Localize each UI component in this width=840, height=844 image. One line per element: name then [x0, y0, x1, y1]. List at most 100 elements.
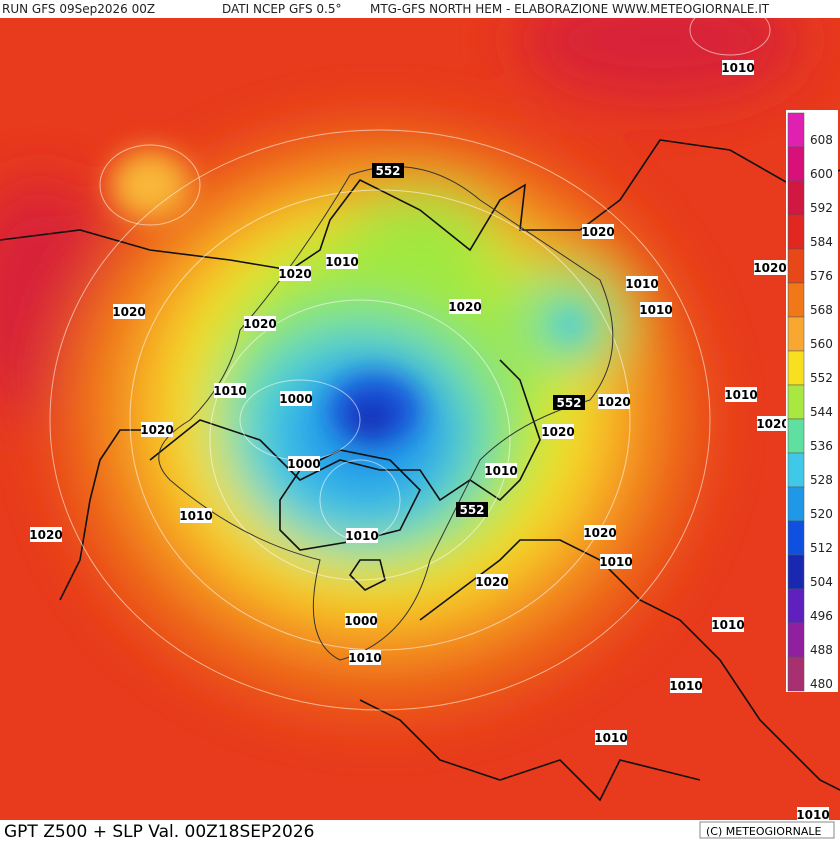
colorbar-swatch — [787, 588, 805, 624]
colorbar-label: 568 — [810, 303, 833, 317]
contour-label: 1010 — [594, 731, 627, 745]
colorbar-label: 560 — [810, 337, 833, 351]
contour-label-bg — [542, 424, 574, 439]
contour-label: 1020 — [581, 225, 614, 239]
contour-label-bg — [180, 508, 212, 523]
contour-label-bg — [449, 299, 481, 314]
contour-label: 1020 — [475, 575, 508, 589]
contour-552 — [158, 166, 614, 661]
contour-label: 1010 — [796, 808, 829, 822]
colorbar-swatch — [787, 418, 805, 454]
contour-label: 1020 — [756, 417, 789, 431]
contour-label: 1000 — [344, 614, 377, 628]
contour-label: 1020 — [597, 395, 630, 409]
contour-label-bg — [214, 383, 246, 398]
contour-label: 1010 — [213, 384, 246, 398]
colorbar-swatch — [787, 486, 805, 522]
colorbar-label: 496 — [810, 609, 833, 623]
contour-label-bg — [722, 60, 754, 75]
contour-label: 1020 — [448, 300, 481, 314]
colorbar-label: 552 — [810, 371, 833, 385]
colorbar-swatch — [787, 656, 805, 692]
contour-label: 1020 — [140, 423, 173, 437]
colorbar-label: 528 — [810, 473, 833, 487]
contour-label: 1010 — [669, 679, 702, 693]
colorbar-label: 520 — [810, 507, 833, 521]
colorbar-swatch — [787, 146, 805, 182]
header-strip — [0, 0, 840, 18]
source-label: DATI NCEP GFS 0.5° — [222, 2, 341, 16]
contour-label-bg — [582, 224, 614, 239]
contour-label-bg — [279, 266, 311, 281]
footer-strip — [0, 820, 840, 840]
contour-label-bg — [712, 617, 744, 632]
contour-label: 552 — [375, 164, 400, 178]
contour-label: 1010 — [484, 464, 517, 478]
contour-label: 1010 — [325, 255, 358, 269]
contour-label-bg — [113, 304, 145, 319]
contour-label: 552 — [459, 503, 484, 517]
contour-label-bg — [640, 302, 672, 317]
colorbar-swatch — [787, 248, 805, 284]
contour-label-bg — [372, 163, 404, 178]
contour-label-bg — [346, 528, 378, 543]
contour-label-bg — [280, 391, 312, 406]
contour-label: 1010 — [179, 509, 212, 523]
colorbar-swatch — [787, 520, 805, 556]
contour-label-bg — [476, 574, 508, 589]
colorbar-label: 600 — [810, 167, 833, 181]
contour-label: 1010 — [625, 277, 658, 291]
contour-label-bg — [288, 456, 320, 471]
colorbar-swatch — [787, 554, 805, 590]
contour-label: 1020 — [112, 305, 145, 319]
contour-label: 1010 — [348, 651, 381, 665]
colorbar-label: 544 — [810, 405, 833, 419]
colorbar-label: 536 — [810, 439, 833, 453]
contour-label-bg — [595, 730, 627, 745]
colorbar-label: 584 — [810, 235, 833, 249]
contour-label-bg — [725, 387, 757, 402]
colorbar-swatch — [787, 622, 805, 658]
colorbar-swatch — [787, 112, 805, 148]
colorbar-label: 576 — [810, 269, 833, 283]
colorbar-swatch — [787, 350, 805, 386]
footer-title: GPT Z500 + SLP Val. 00Z18SEP2026 — [4, 822, 315, 840]
contour-label: 1010 — [639, 303, 672, 317]
contour-label-bg — [345, 613, 377, 628]
contour-label: 552 — [556, 396, 581, 410]
copyright: (C) METEOGIORNALE — [706, 825, 821, 838]
contour-label-bg — [626, 276, 658, 291]
contour-label: 1020 — [278, 267, 311, 281]
contour-label: 1020 — [753, 261, 786, 275]
contour-label-bg — [30, 527, 62, 542]
colorbar-swatch — [787, 180, 805, 216]
height-core — [110, 150, 585, 445]
contour-label: 1010 — [599, 555, 632, 569]
contour-label: 1020 — [243, 317, 276, 331]
colorbar-swatch — [787, 282, 805, 318]
contour-label: 1000 — [279, 392, 312, 406]
contour-label-bg — [553, 395, 585, 410]
contour-label: 1020 — [29, 528, 62, 542]
run-label: RUN GFS 09Sep2026 00Z — [2, 2, 155, 16]
contour-label-bg — [598, 394, 630, 409]
contour-label-bg — [797, 807, 829, 822]
colorbar-swatch — [787, 316, 805, 352]
colorbar-label: 608 — [810, 133, 833, 147]
contour-label-bg — [670, 678, 702, 693]
contour-label-bg — [349, 650, 381, 665]
contour-label-bg — [244, 316, 276, 331]
contour-label-bg — [141, 422, 173, 437]
colorbar-label: 512 — [810, 541, 833, 555]
colorbar-label: 480 — [810, 677, 833, 691]
contour-label: 1010 — [711, 618, 744, 632]
colorbar-label: 592 — [810, 201, 833, 215]
contour-label: 1010 — [345, 529, 378, 543]
colorbar-swatch — [787, 214, 805, 250]
product-label: MTG-GFS NORTH HEM - ELABORAZIONE WWW.MET… — [370, 2, 770, 16]
contour-label: 1010 — [721, 61, 754, 75]
contour-label-bg — [757, 416, 789, 431]
copyright-box — [699, 821, 835, 839]
colorbar-swatch — [787, 384, 805, 420]
